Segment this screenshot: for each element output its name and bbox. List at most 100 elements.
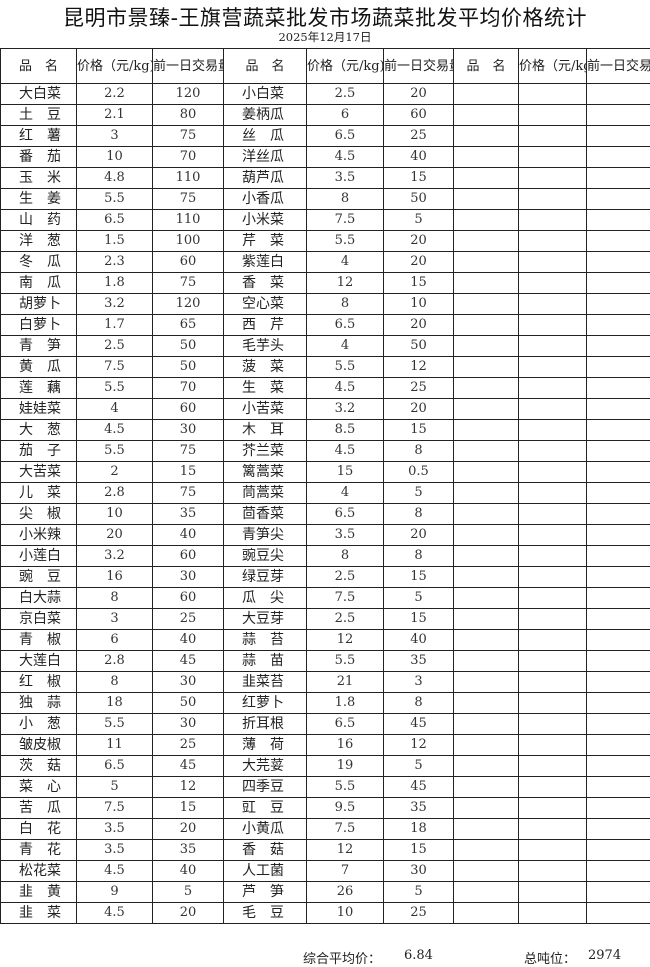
cell-name: 莲藕 <box>1 378 77 399</box>
cell-name <box>454 210 519 231</box>
cell-name: 玉米 <box>1 168 77 189</box>
cell-name: 姜柄瓜 <box>224 105 307 126</box>
cell-price <box>519 126 587 147</box>
cell-volume <box>587 525 650 546</box>
cell-volume: 65 <box>153 315 224 336</box>
cell-volume: 40 <box>153 861 224 882</box>
cell-name: 红薯 <box>1 126 77 147</box>
cell-volume: 80 <box>153 105 224 126</box>
cell-price: 4.5 <box>77 420 153 441</box>
cell-price: 6.5 <box>307 315 384 336</box>
cell-name: 白花 <box>1 819 77 840</box>
cell-price: 2.5 <box>307 609 384 630</box>
cell-volume <box>587 84 650 105</box>
cell-price <box>519 609 587 630</box>
cell-name: 薄荷 <box>224 735 307 756</box>
cell-volume: 75 <box>153 273 224 294</box>
cell-volume: 110 <box>153 168 224 189</box>
cell-name: 篱蒿菜 <box>224 462 307 483</box>
cell-name <box>454 735 519 756</box>
cell-volume: 50 <box>384 336 454 357</box>
cell-price: 5.5 <box>77 189 153 210</box>
cell-volume: 0.5 <box>384 462 454 483</box>
header-price: 价格（元/kg) <box>77 49 153 84</box>
cell-price: 4 <box>307 336 384 357</box>
cell-name: 白大蒜 <box>1 588 77 609</box>
cell-name <box>454 504 519 525</box>
cell-price: 1.8 <box>307 693 384 714</box>
cell-volume: 18 <box>384 819 454 840</box>
cell-name <box>454 483 519 504</box>
cell-volume: 20 <box>153 903 224 924</box>
cell-name: 蒜苗 <box>224 651 307 672</box>
cell-price <box>519 105 587 126</box>
cell-name <box>454 462 519 483</box>
cell-price: 10 <box>77 504 153 525</box>
cell-name: 绿豆芽 <box>224 567 307 588</box>
cell-name: 四季豆 <box>224 777 307 798</box>
cell-price <box>519 756 587 777</box>
cell-volume: 25 <box>153 735 224 756</box>
cell-price: 3.2 <box>307 399 384 420</box>
cell-volume: 45 <box>384 777 454 798</box>
cell-volume: 40 <box>153 630 224 651</box>
cell-price: 8 <box>77 588 153 609</box>
cell-name: 冬瓜 <box>1 252 77 273</box>
cell-price: 18 <box>77 693 153 714</box>
cell-volume: 35 <box>153 840 224 861</box>
cell-volume: 3 <box>384 672 454 693</box>
cell-name: 生菜 <box>224 378 307 399</box>
header-name: 品 名 <box>224 49 307 84</box>
cell-volume <box>587 441 650 462</box>
cell-price: 4.5 <box>307 441 384 462</box>
cell-name: 大苦菜 <box>1 462 77 483</box>
cell-volume <box>587 735 650 756</box>
header-name: 品 名 <box>1 49 77 84</box>
cell-name <box>454 399 519 420</box>
cell-volume: 110 <box>153 210 224 231</box>
cell-volume: 5 <box>384 588 454 609</box>
page-title: 昆明市景臻-王旗营蔬菜批发市场蔬菜批发平均价格统计 <box>0 2 650 32</box>
cell-price <box>519 798 587 819</box>
cell-volume: 40 <box>153 525 224 546</box>
cell-volume: 20 <box>384 84 454 105</box>
cell-name: 苦瓜 <box>1 798 77 819</box>
cell-price: 6 <box>307 105 384 126</box>
cell-price <box>519 231 587 252</box>
cell-volume <box>587 798 650 819</box>
cell-volume: 40 <box>384 630 454 651</box>
cell-name: 京白菜 <box>1 609 77 630</box>
cell-name: 芦笋 <box>224 882 307 903</box>
cell-name: 独蒜 <box>1 693 77 714</box>
cell-price: 3 <box>77 609 153 630</box>
cell-volume <box>587 357 650 378</box>
cell-volume: 15 <box>384 567 454 588</box>
cell-name: 大豆芽 <box>224 609 307 630</box>
cell-price <box>519 525 587 546</box>
cell-price: 2.8 <box>77 483 153 504</box>
cell-name: 胡萝卜 <box>1 294 77 315</box>
cell-price: 6.5 <box>77 210 153 231</box>
cell-volume: 15 <box>384 273 454 294</box>
cell-name: 香菜 <box>224 273 307 294</box>
cell-volume <box>587 819 650 840</box>
cell-name: 生姜 <box>1 189 77 210</box>
cell-price: 12 <box>307 840 384 861</box>
cell-volume <box>587 546 650 567</box>
cell-price: 21 <box>307 672 384 693</box>
cell-name: 小米菜 <box>224 210 307 231</box>
cell-volume: 45 <box>153 756 224 777</box>
